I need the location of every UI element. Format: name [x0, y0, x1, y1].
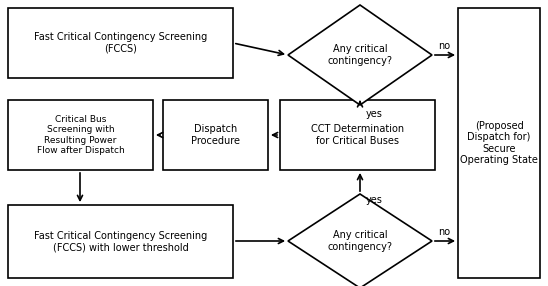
Text: no: no	[438, 227, 450, 237]
Bar	[8, 8, 233, 78]
Polygon shape	[288, 5, 432, 105]
Text: yes: yes	[366, 195, 383, 205]
Text: Any critical
contingency?: Any critical contingency?	[328, 230, 392, 252]
Polygon shape	[288, 194, 432, 286]
Bar	[163, 100, 268, 170]
Bar	[458, 8, 540, 278]
Text: Critical Bus
Screening with
Resulting Power
Flow after Dispatch: Critical Bus Screening with Resulting Po…	[37, 115, 124, 155]
Bar	[280, 100, 435, 170]
Text: (Proposed
Dispatch for)
Secure
Operating State: (Proposed Dispatch for) Secure Operating…	[460, 121, 538, 165]
Bar	[8, 205, 233, 278]
Text: yes: yes	[366, 109, 383, 119]
Text: Dispatch
Procedure: Dispatch Procedure	[191, 124, 240, 146]
Bar	[8, 100, 153, 170]
Text: no: no	[438, 41, 450, 51]
Text: CCT Determination
for Critical Buses: CCT Determination for Critical Buses	[311, 124, 404, 146]
Text: Any critical
contingency?: Any critical contingency?	[328, 44, 392, 66]
Text: Fast Critical Contingency Screening
(FCCS): Fast Critical Contingency Screening (FCC…	[34, 32, 207, 54]
Text: Fast Critical Contingency Screening
(FCCS) with lower threshold: Fast Critical Contingency Screening (FCC…	[34, 231, 207, 252]
